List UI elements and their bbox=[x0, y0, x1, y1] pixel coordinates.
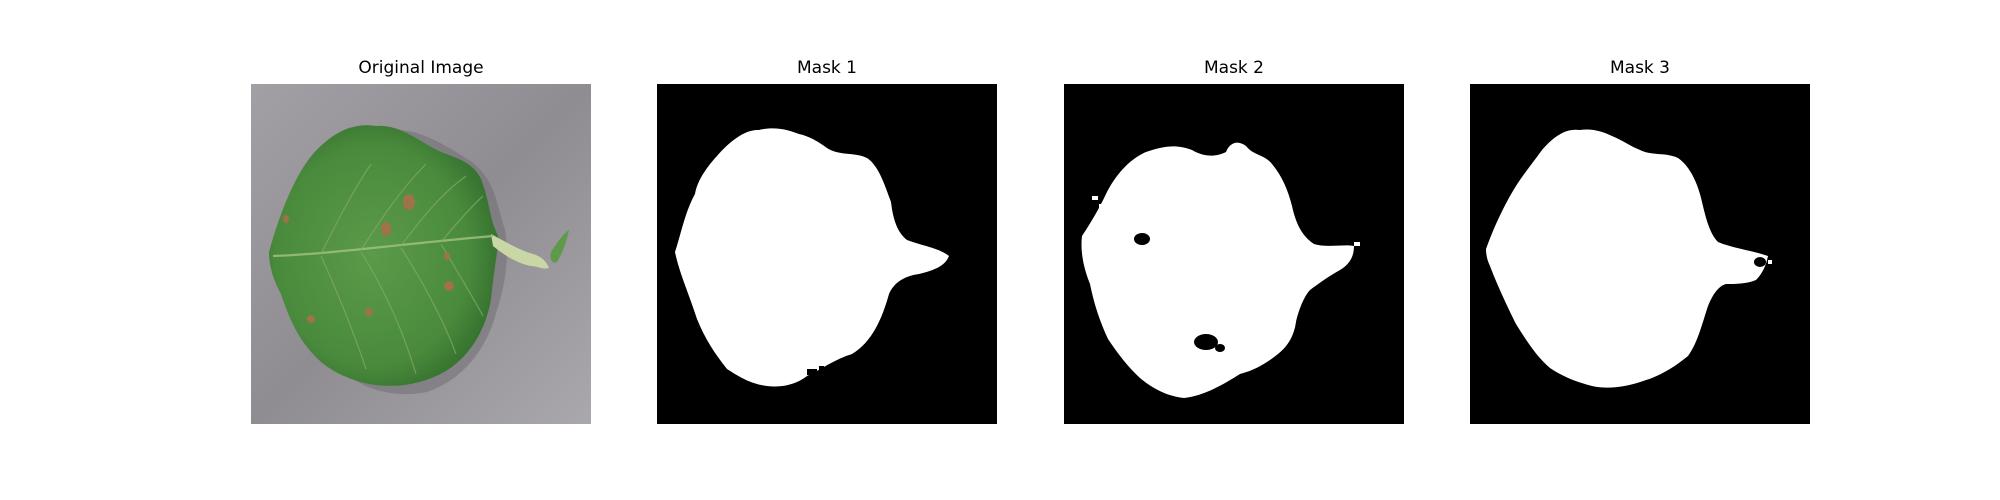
mask-1-title: Mask 1 bbox=[657, 56, 997, 80]
mask-2-image bbox=[1064, 84, 1404, 424]
original-leaf-image bbox=[251, 84, 591, 424]
mask-1-image bbox=[657, 84, 997, 424]
mask-3-image bbox=[1470, 84, 1810, 424]
mask-2-title: Mask 2 bbox=[1064, 56, 1404, 80]
mask-3-title: Mask 3 bbox=[1470, 56, 1810, 80]
original-image-title: Original Image bbox=[251, 56, 591, 80]
